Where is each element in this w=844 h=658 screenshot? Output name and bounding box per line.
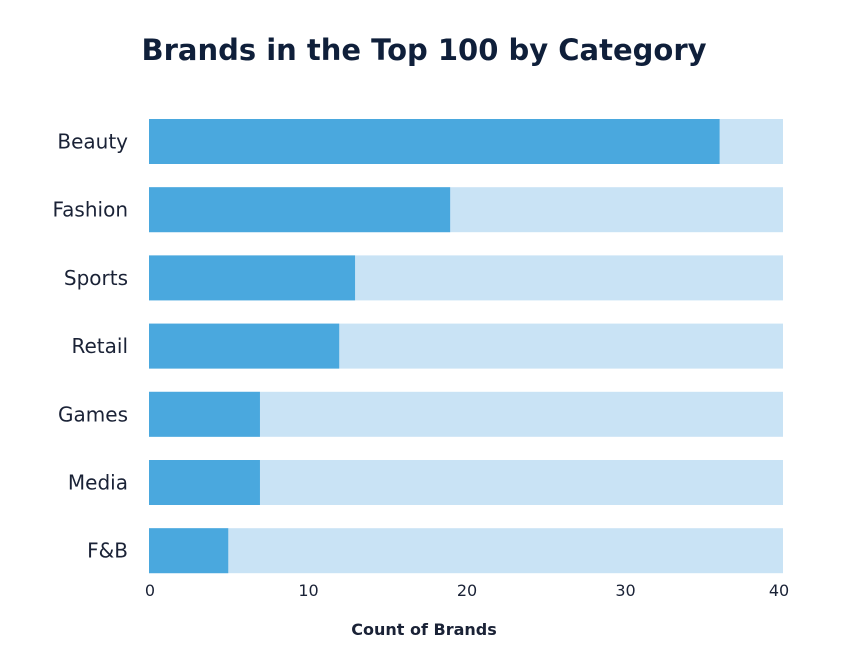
bar-media	[149, 460, 260, 505]
bar-track-f-b	[149, 528, 783, 574]
x-tick-label-10: 10	[298, 581, 318, 600]
x-tick-label-40: 40	[769, 581, 789, 600]
bar-retail	[149, 323, 340, 369]
bar-sports	[149, 255, 356, 301]
category-label-sports: Sports	[64, 266, 128, 290]
category-label-f-b: F&B	[87, 539, 128, 563]
bar-games	[149, 391, 260, 437]
category-label-media: Media	[68, 471, 128, 495]
x-axis-title: Count of Brands	[351, 620, 497, 639]
bar-beauty	[149, 119, 720, 164]
category-label-fashion: Fashion	[53, 198, 129, 222]
category-label-beauty: Beauty	[57, 130, 128, 154]
x-axis-ticks: 0 10 20 30 40	[145, 581, 789, 600]
chart-title: Brands in the Top 100 by Category	[141, 33, 706, 67]
category-label-retail: Retail	[71, 334, 128, 358]
x-tick-label-20: 20	[457, 581, 477, 600]
bars	[149, 119, 720, 574]
bar-fashion	[149, 187, 451, 233]
x-tick-label-30: 30	[615, 581, 635, 600]
bar-f-b	[149, 528, 229, 574]
category-label-games: Games	[58, 402, 128, 426]
category-labels: Beauty Fashion Sports Retail Games Media F&B	[53, 130, 129, 563]
x-tick-label-0: 0	[145, 581, 155, 600]
